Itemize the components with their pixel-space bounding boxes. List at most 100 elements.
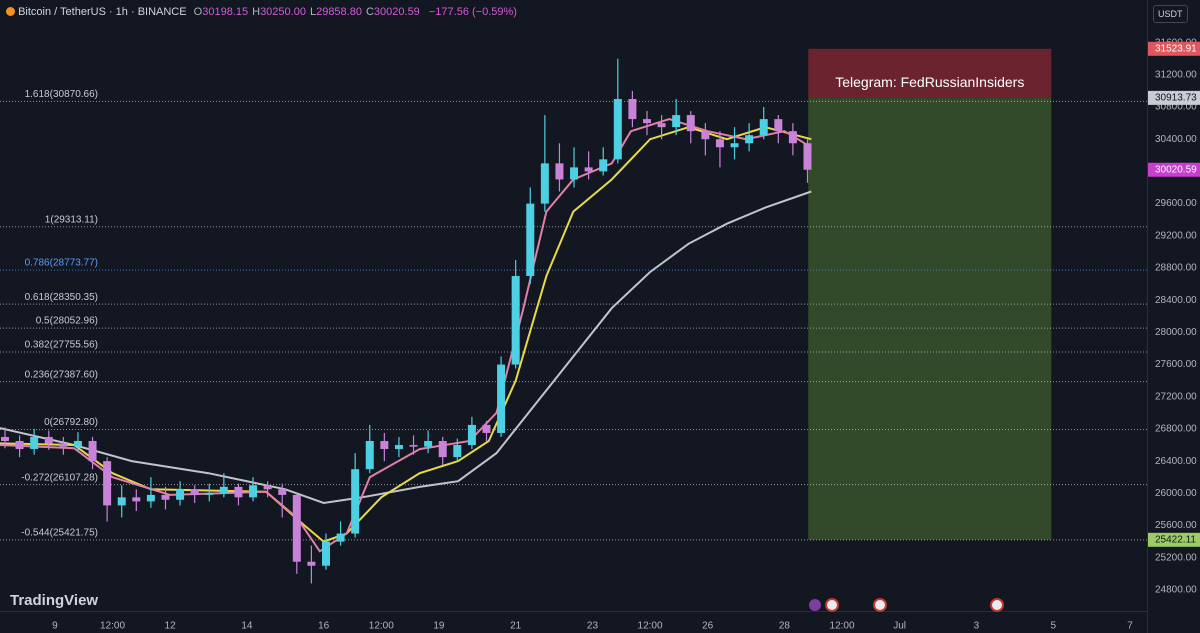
- candle-body: [394, 445, 403, 450]
- ohlc-value: 30250.00: [260, 6, 306, 18]
- plot-area: Telegram: FedRussianInsiders 1.618(30870.…: [0, 48, 1147, 584]
- symbol-icon: [6, 7, 15, 16]
- x-tick-label: 26: [702, 621, 714, 632]
- fib-label: 0.618(28350.35): [25, 292, 98, 303]
- ohlc-key: C: [365, 6, 374, 18]
- x-tick-label: 7: [1127, 621, 1133, 632]
- stop-zone: [808, 48, 1052, 98]
- candle-body: [453, 445, 462, 458]
- y-tick-label: 31200.00: [1155, 69, 1197, 80]
- candle-body: [584, 167, 593, 172]
- candle-body: [540, 163, 549, 204]
- candle-body: [103, 461, 112, 506]
- candle-body: [380, 441, 389, 450]
- candle-body: [701, 131, 710, 140]
- y-tick-label: 28400.00: [1155, 295, 1197, 306]
- change: −177.56 (−0.59%): [428, 6, 517, 18]
- y-tick-label: 27600.00: [1155, 359, 1197, 370]
- candle-body: [642, 119, 651, 124]
- candle-body: [30, 436, 39, 450]
- event-icon: [825, 598, 839, 612]
- price-tag-label: 30020.59: [1155, 164, 1197, 175]
- x-tick-label: Jul: [893, 621, 906, 632]
- fib-label: -0.272(26107.28): [21, 472, 98, 483]
- price-tag-label: 25422.11: [1155, 534, 1196, 545]
- x-tick-label: 5: [1050, 621, 1056, 632]
- symbol: Bitcoin / TetherUS · 1h · BINANCE: [18, 6, 187, 18]
- y-tick-label: 30800.00: [1155, 102, 1197, 113]
- x-tick-label: 12:00: [369, 621, 394, 632]
- price-tag-label: 30913.73: [1155, 93, 1197, 104]
- candle-body: [409, 445, 418, 447]
- candle-body: [161, 494, 170, 500]
- x-tick-label: 12:00: [100, 621, 125, 632]
- price-tag-label: 31523.91: [1155, 43, 1197, 54]
- candle-body: [570, 167, 579, 180]
- ohlc-key: O: [193, 6, 203, 18]
- candle-body: [730, 143, 739, 148]
- candle-body: [759, 119, 768, 136]
- candle-body: [672, 115, 681, 128]
- y-tick-label: 29600.00: [1155, 198, 1197, 209]
- candle-body: [745, 135, 754, 144]
- brand-text: TradingView: [10, 592, 99, 609]
- x-tick-label: 21: [510, 621, 522, 632]
- y-tick-label: 30400.00: [1155, 134, 1197, 145]
- candle-body: [263, 485, 272, 490]
- fib-label: 0(26792.80): [44, 417, 98, 428]
- candle-body: [132, 497, 141, 502]
- candle-body: [88, 441, 97, 462]
- y-tick-label: 26000.00: [1155, 488, 1197, 499]
- candle-body: [351, 469, 360, 534]
- candle-body: [336, 533, 345, 542]
- candle-body: [176, 489, 185, 500]
- candle-body: [59, 443, 68, 447]
- candle-body: [205, 493, 214, 495]
- fib-label: 0.786(28773.77): [25, 258, 98, 269]
- y-tick-label: 24800.00: [1155, 585, 1197, 596]
- fib-label: 1.618(30870.66): [25, 89, 98, 100]
- candle-body: [788, 131, 797, 144]
- candle-body: [803, 143, 812, 170]
- candle-body: [190, 489, 199, 495]
- currency-button[interactable]: USDT: [1153, 5, 1188, 23]
- ohlc-value: 30020.59: [373, 6, 420, 18]
- price-tag: [1148, 162, 1200, 177]
- candle-body: [657, 123, 666, 128]
- x-tick-label: 9: [52, 621, 58, 632]
- y-tick-label: 28800.00: [1155, 263, 1197, 274]
- candle-body: [365, 441, 374, 470]
- candle-body: [278, 489, 287, 495]
- candle-body: [234, 486, 243, 498]
- candle-body: [774, 119, 783, 132]
- candle-body: [599, 159, 608, 172]
- y-tick-label: 28000.00: [1155, 327, 1197, 338]
- fib-label: 0.5(28052.96): [36, 316, 98, 327]
- y-tick-label: 25600.00: [1155, 520, 1197, 531]
- brand: TradingView: [10, 592, 98, 609]
- ohlc: O30198.15 H30250.00 L29858.80 C30020.59: [190, 6, 420, 18]
- event-icon: [873, 598, 887, 612]
- x-tick-label: 23: [587, 621, 599, 632]
- ohlc-value: 29858.80: [316, 6, 362, 18]
- x-tick-label: 16: [318, 621, 330, 632]
- event-icons: [809, 598, 1004, 612]
- x-tick-label: 19: [433, 621, 445, 632]
- candle-body: [715, 139, 724, 148]
- x-tick-label: 12:00: [830, 621, 855, 632]
- y-tick-label: 27200.00: [1155, 391, 1197, 402]
- candle-body: [219, 486, 228, 494]
- y-tick-label: 25200.00: [1155, 552, 1197, 563]
- candle-body: [482, 424, 491, 433]
- fib-label: -0.544(25421.75): [21, 527, 98, 538]
- candle-body: [686, 115, 695, 132]
- candle-body: [321, 541, 330, 566]
- candle-body: [511, 276, 520, 365]
- x-tick-label: 14: [241, 621, 253, 632]
- ohlc-key: H: [252, 6, 261, 18]
- candle-body: [424, 441, 433, 447]
- x-tick-label: 12: [165, 621, 177, 632]
- price-tag: [1148, 41, 1200, 56]
- y-tick-label: 29200.00: [1155, 230, 1197, 241]
